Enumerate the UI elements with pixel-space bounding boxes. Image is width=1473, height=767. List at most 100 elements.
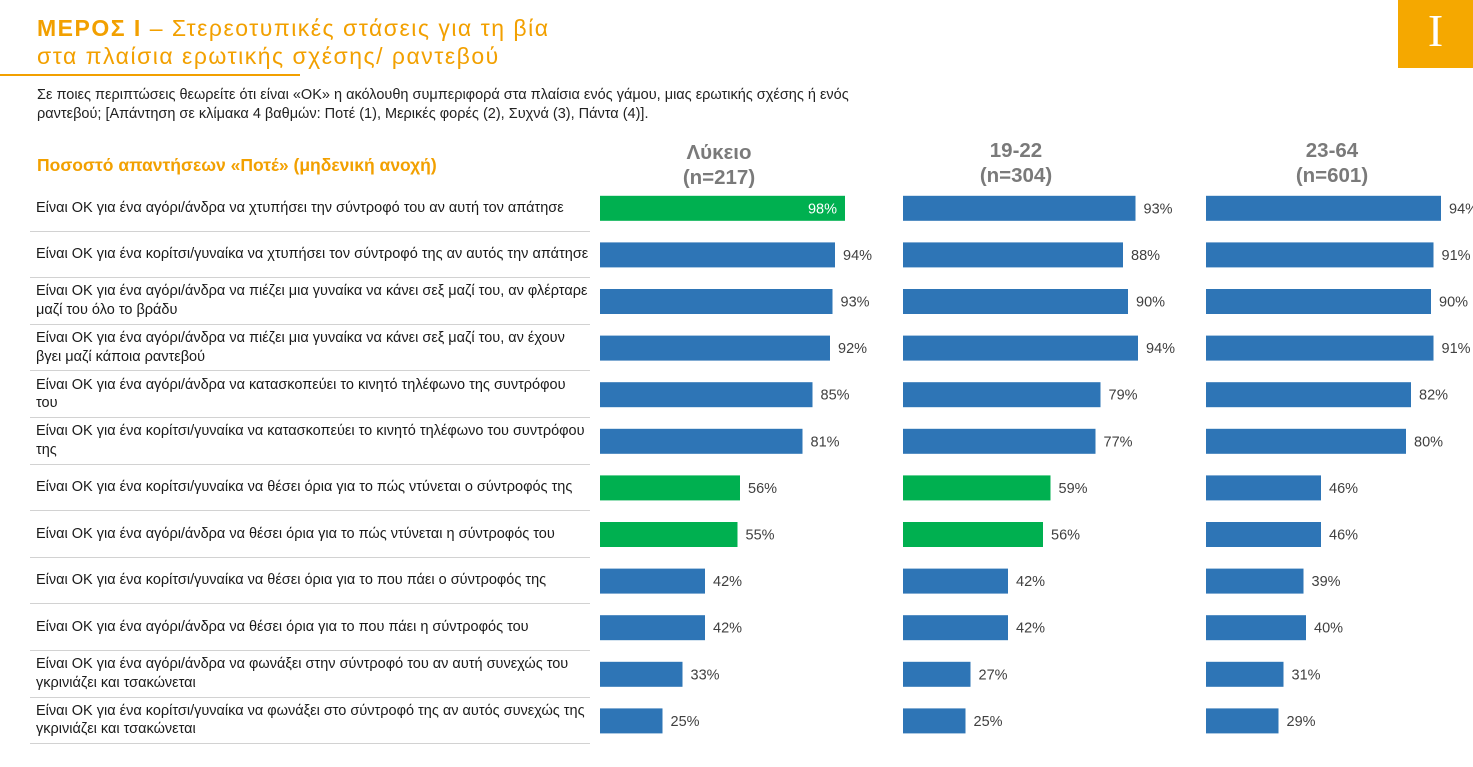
statement-row: Είναι ΟΚ για ένα κορίτσι/γυναίκα να χτυπ… xyxy=(30,232,590,279)
bar-value-label: 42% xyxy=(1016,621,1045,637)
bar xyxy=(600,708,663,734)
bar xyxy=(1206,195,1441,221)
bar xyxy=(1206,428,1406,454)
bar-value-label: 56% xyxy=(1051,528,1080,544)
bar-value-label: 98% xyxy=(808,201,837,217)
bar-value-label: 31% xyxy=(1292,667,1321,683)
title-part-label: ΜΕΡΟΣ Ι xyxy=(37,15,142,41)
bar xyxy=(600,289,833,314)
bar-value-label: 29% xyxy=(1287,714,1316,730)
statement-label: Είναι ΟΚ για ένα κορίτσι/γυναίκα να κατα… xyxy=(36,423,585,458)
bar-value-label: 42% xyxy=(713,574,742,590)
bar xyxy=(1206,289,1431,314)
bar xyxy=(600,428,803,454)
bar xyxy=(1206,708,1279,734)
bar xyxy=(1206,242,1434,268)
statement-row: Είναι ΟΚ για ένα κορίτσι/γυναίκα να φωνά… xyxy=(30,698,590,745)
bar-value-label: 40% xyxy=(1314,621,1343,637)
statement-label: Είναι ΟΚ για ένα αγόρι/άνδρα να θέσει όρ… xyxy=(36,525,555,542)
statement-row: Είναι ΟΚ για ένα αγόρι/άνδρα να πιέζει μ… xyxy=(30,325,590,372)
bar-value-label: 85% xyxy=(821,388,850,404)
statement-row: Είναι ΟΚ για ένα αγόρι/άνδρα να φωνάξει … xyxy=(30,651,590,698)
bar-value-label: 46% xyxy=(1329,528,1358,544)
bar-value-label: 90% xyxy=(1439,295,1468,311)
statement-row: Είναι ΟΚ για ένα αγόρι/άνδρα να κατασκοπ… xyxy=(30,371,590,418)
bar xyxy=(903,568,1008,594)
bar-value-label: 42% xyxy=(713,621,742,637)
bar-value-label: 94% xyxy=(1146,341,1175,357)
statement-label: Είναι ΟΚ για ένα κορίτσι/γυναίκα να θέσε… xyxy=(36,479,573,496)
bar-value-label: 80% xyxy=(1414,434,1443,450)
group-sample: (n=304) xyxy=(979,164,1053,187)
bar xyxy=(903,382,1101,408)
question-text: Σε ποιες περιπτώσεις θεωρείτε ότι είναι … xyxy=(37,87,849,122)
bar-value-label: 46% xyxy=(1329,481,1358,497)
bar xyxy=(600,522,738,547)
bar xyxy=(1206,335,1434,361)
title-underline xyxy=(0,74,300,76)
bar-value-label: 88% xyxy=(1131,248,1160,264)
statement-label: Είναι ΟΚ για ένα αγόρι/άνδρα να κατασκοπ… xyxy=(36,376,566,412)
bar-value-label: 25% xyxy=(671,714,700,730)
bar xyxy=(903,708,966,734)
bar xyxy=(1206,382,1411,408)
bar xyxy=(903,522,1043,547)
bar-value-label: 93% xyxy=(1144,201,1173,217)
bar xyxy=(600,661,683,687)
statement-row: Είναι ΟΚ για ένα κορίτσι/γυναίκα να θέσε… xyxy=(30,465,590,512)
statement-label: Είναι ΟΚ για ένα αγόρι/άνδρα να πιέζει μ… xyxy=(36,283,588,318)
statement-list: Είναι ΟΚ για ένα αγόρι/άνδρα να χτυπήσει… xyxy=(30,185,590,745)
bar xyxy=(600,242,835,268)
bar xyxy=(1206,615,1306,641)
bar xyxy=(903,428,1096,454)
bar xyxy=(903,335,1138,361)
bar xyxy=(600,568,705,594)
bar xyxy=(903,615,1008,641)
bar-value-label: 27% xyxy=(979,667,1008,683)
group-header-19-22: 19-22 (n=304) xyxy=(886,138,1146,188)
bar-value-label: 56% xyxy=(748,481,777,497)
bar-value-label: 92% xyxy=(838,341,867,357)
bar-value-label: 77% xyxy=(1104,434,1133,450)
statement-label: Είναι ΟΚ για ένα αγόρι/άνδρα να θέσει όρ… xyxy=(36,618,529,635)
bar-value-label: 91% xyxy=(1442,248,1471,264)
bar xyxy=(600,195,845,221)
bar-value-label: 81% xyxy=(811,434,840,450)
bar xyxy=(1206,568,1304,594)
bar-value-label: 93% xyxy=(841,295,870,311)
statement-label: Είναι ΟΚ για ένα αγόρι/άνδρα να χτυπήσει… xyxy=(36,199,564,216)
title-line1: – Στερεοτυπικές στάσεις για τη βία xyxy=(141,15,550,41)
statement-row: Είναι ΟΚ για ένα αγόρι/άνδρα να πιέζει μ… xyxy=(30,278,590,325)
bar-value-label: 90% xyxy=(1136,295,1165,311)
bar xyxy=(600,382,813,408)
statement-row: Είναι ΟΚ για ένα αγόρι/άνδρα να χτυπήσει… xyxy=(30,185,590,232)
statement-label: Είναι ΟΚ για ένα αγόρι/άνδρα να φωνάξει … xyxy=(36,656,569,691)
bar-value-label: 94% xyxy=(843,248,872,264)
group-sample: (n=217) xyxy=(682,166,756,189)
title-line2: στα πλαίσια ερωτικής σχέσης/ ραντεβού xyxy=(37,43,500,69)
bar-value-label: 33% xyxy=(691,667,720,683)
bar xyxy=(1206,475,1321,501)
statement-label: Είναι ΟΚ για ένα κορίτσι/γυναίκα να θέσε… xyxy=(36,572,547,589)
bar xyxy=(600,615,705,641)
group-header-23-64: 23-64 (n=601) xyxy=(1202,138,1462,188)
statement-label: Είναι ΟΚ για ένα αγόρι/άνδρα να πιέζει μ… xyxy=(36,330,565,365)
section-badge: I xyxy=(1398,0,1473,68)
bar-value-label: 25% xyxy=(974,714,1003,730)
bar xyxy=(903,289,1128,314)
bar xyxy=(600,475,740,501)
bar xyxy=(1206,522,1321,547)
bar-value-label: 59% xyxy=(1059,481,1088,497)
bar-value-label: 55% xyxy=(746,528,775,544)
bar-value-label: 82% xyxy=(1419,388,1448,404)
group-sample: (n=601) xyxy=(1295,164,1369,187)
statement-row: Είναι ΟΚ για ένα κορίτσι/γυναίκα να θέσε… xyxy=(30,558,590,605)
bar-value-label: 79% xyxy=(1109,388,1138,404)
page-title: ΜΕΡΟΣ Ι – Στερεοτυπικές στάσεις για τη β… xyxy=(37,14,550,70)
bar xyxy=(903,242,1123,268)
bar-value-label: 42% xyxy=(1016,574,1045,590)
statement-row: Είναι ΟΚ για ένα αγόρι/άνδρα να θέσει όρ… xyxy=(30,511,590,558)
bar-value-label: 39% xyxy=(1312,574,1341,590)
statement-label: Είναι ΟΚ για ένα κορίτσι/γυναίκα να χτυπ… xyxy=(36,246,589,263)
